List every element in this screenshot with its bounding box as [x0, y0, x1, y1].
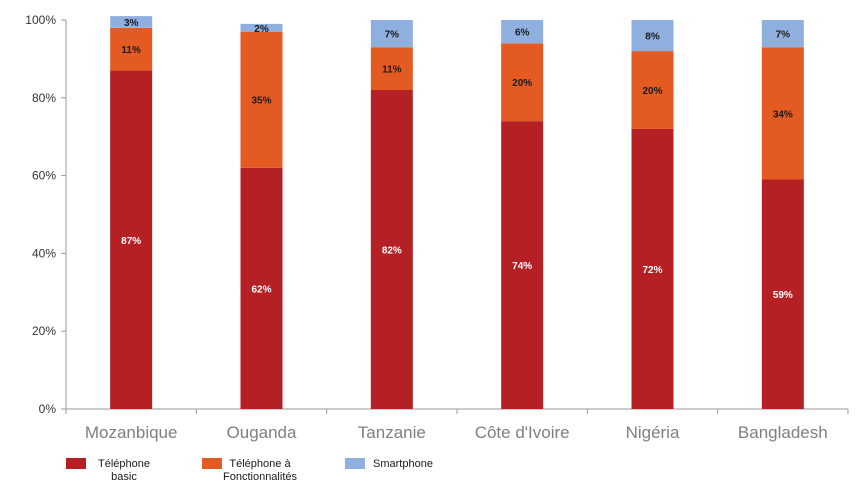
bar-value-label: 74%: [512, 261, 532, 272]
bar-segment: [761, 20, 804, 48]
x-category-label: Côte d'Ivoire: [475, 423, 570, 442]
y-tick-label: 20%: [32, 324, 56, 338]
legend-label: Fonctionnalités: [223, 471, 297, 483]
bar-segment: [110, 16, 153, 28]
legend-label: Téléphone: [98, 458, 150, 470]
bar-value-label: 72%: [642, 265, 662, 276]
bar-value-label: 2%: [254, 24, 269, 35]
x-category-label: Nigéria: [626, 423, 680, 442]
bar-value-label: 7%: [385, 30, 400, 41]
legend-label: basic: [111, 471, 137, 483]
x-category-label: Bangladesh: [738, 423, 828, 442]
bar-segment: [761, 47, 804, 180]
bar-segment: [370, 20, 413, 48]
bar-segment: [110, 27, 153, 71]
y-tick-label: 40%: [32, 246, 56, 260]
legend-swatch: [345, 458, 365, 469]
bar-value-label: 59%: [773, 290, 793, 301]
bar-segment: [631, 51, 674, 129]
bar-segment: [761, 179, 804, 409]
bar-segment: [631, 128, 674, 410]
bar-value-label: 7%: [776, 30, 791, 41]
bar-value-label: 11%: [121, 45, 141, 56]
bar-value-label: 82%: [382, 246, 402, 257]
x-category-label: Ouganda: [227, 423, 297, 442]
bar-value-label: 3%: [124, 18, 139, 29]
bar-segment: [110, 70, 153, 409]
legend-swatch: [66, 458, 86, 469]
bar-value-label: 20%: [642, 86, 662, 97]
bar-value-label: 20%: [512, 78, 532, 89]
legend-label: Smartphone: [373, 458, 433, 470]
bar-segment: [501, 121, 544, 409]
bar-value-label: 62%: [251, 284, 271, 295]
bar-segment: [240, 31, 283, 168]
y-tick-label: 100%: [25, 13, 56, 27]
bar-value-label: 34%: [773, 109, 793, 120]
y-tick-label: 60%: [32, 169, 56, 183]
bar-value-label: 8%: [645, 32, 660, 43]
y-tick-label: 0%: [39, 402, 57, 416]
bar-segment: [501, 20, 544, 44]
x-category-label: Tanzanie: [358, 423, 426, 442]
bar-segment: [370, 90, 413, 410]
bar-value-label: 11%: [382, 65, 402, 76]
bar-segment: [240, 167, 283, 409]
x-category-label: Mozanbique: [85, 423, 178, 442]
bar-segment: [501, 43, 544, 122]
bar-value-label: 6%: [515, 28, 530, 39]
y-tick-label: 80%: [32, 91, 56, 105]
bar-segment: [631, 20, 674, 52]
bar-value-label: 87%: [121, 236, 141, 247]
bar-segment: [370, 47, 413, 91]
legend-label: Téléphone à: [229, 458, 291, 470]
legend-swatch: [202, 458, 222, 469]
bar-value-label: 35%: [251, 96, 271, 107]
bar-segment: [240, 23, 283, 32]
